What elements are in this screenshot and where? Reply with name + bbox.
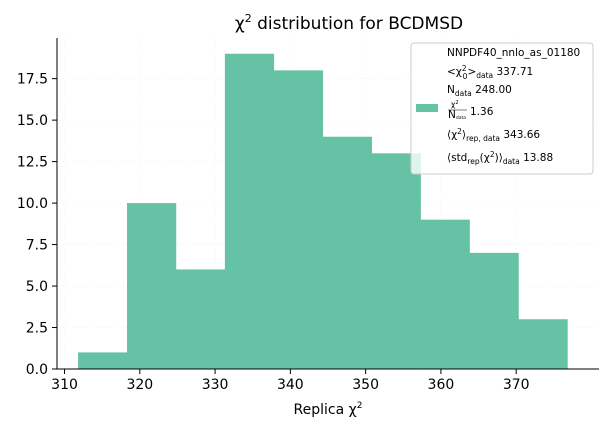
x-tick-label: 370	[503, 377, 530, 393]
x-axis-label: Replica χ2	[294, 401, 363, 418]
histogram-bar-5	[322, 136, 372, 369]
y-tick-label: 5.0	[26, 279, 48, 295]
y-tick-label: 17.5	[17, 72, 48, 88]
x-tick-label: 320	[126, 377, 153, 393]
legend-swatch	[416, 104, 438, 112]
legend-ratio-value: 1.36	[470, 106, 494, 118]
x-tick-label: 310	[51, 377, 78, 393]
y-tick-label: 0.0	[26, 362, 48, 378]
y-tick-label: 2.5	[26, 321, 48, 337]
x-tick-label: 340	[277, 377, 304, 393]
legend-std: ⟨stdrep(χ2)⟩data 13.88	[447, 150, 553, 166]
x-tick-label: 350	[352, 377, 379, 393]
histogram-bar-7	[420, 219, 470, 369]
histogram-bar-3	[224, 53, 275, 370]
y-tick-label: 10.0	[17, 196, 48, 212]
legend-box	[410, 42, 594, 175]
x-tick-label: 360	[428, 377, 455, 393]
x-tick-label: 330	[202, 377, 229, 393]
y-tick-label: 15.0	[17, 113, 48, 129]
histogram-bars	[78, 53, 568, 370]
histogram-bar-6	[371, 153, 421, 369]
legend: NNPDF40_nnlo_as_01180 <χ2 0>data 337.71 N…	[410, 42, 594, 175]
chart-title: χ2 distribution for BCDMSD	[235, 12, 463, 34]
histogram-bar-9	[518, 319, 568, 369]
y-ticks: 0.0 2.5 5.0 7.5 10.0 12.5 15.0 17.5	[17, 72, 57, 378]
legend-ratio-numerator: χ2	[451, 100, 459, 109]
histogram-bar-0	[78, 352, 128, 369]
histogram-bar-8	[469, 252, 519, 369]
histogram-bar-1	[127, 203, 177, 369]
y-tick-label: 7.5	[26, 238, 48, 254]
legend-chi0: <χ2 0>data 337.71	[447, 64, 533, 81]
x-ticks: 310 320 330 340 350 360 370	[51, 369, 530, 393]
histogram-bar-2	[175, 269, 226, 369]
legend-title: NNPDF40_nnlo_as_01180	[447, 47, 580, 59]
histogram-bar-4	[273, 70, 324, 369]
y-tick-label: 12.5	[17, 155, 48, 171]
